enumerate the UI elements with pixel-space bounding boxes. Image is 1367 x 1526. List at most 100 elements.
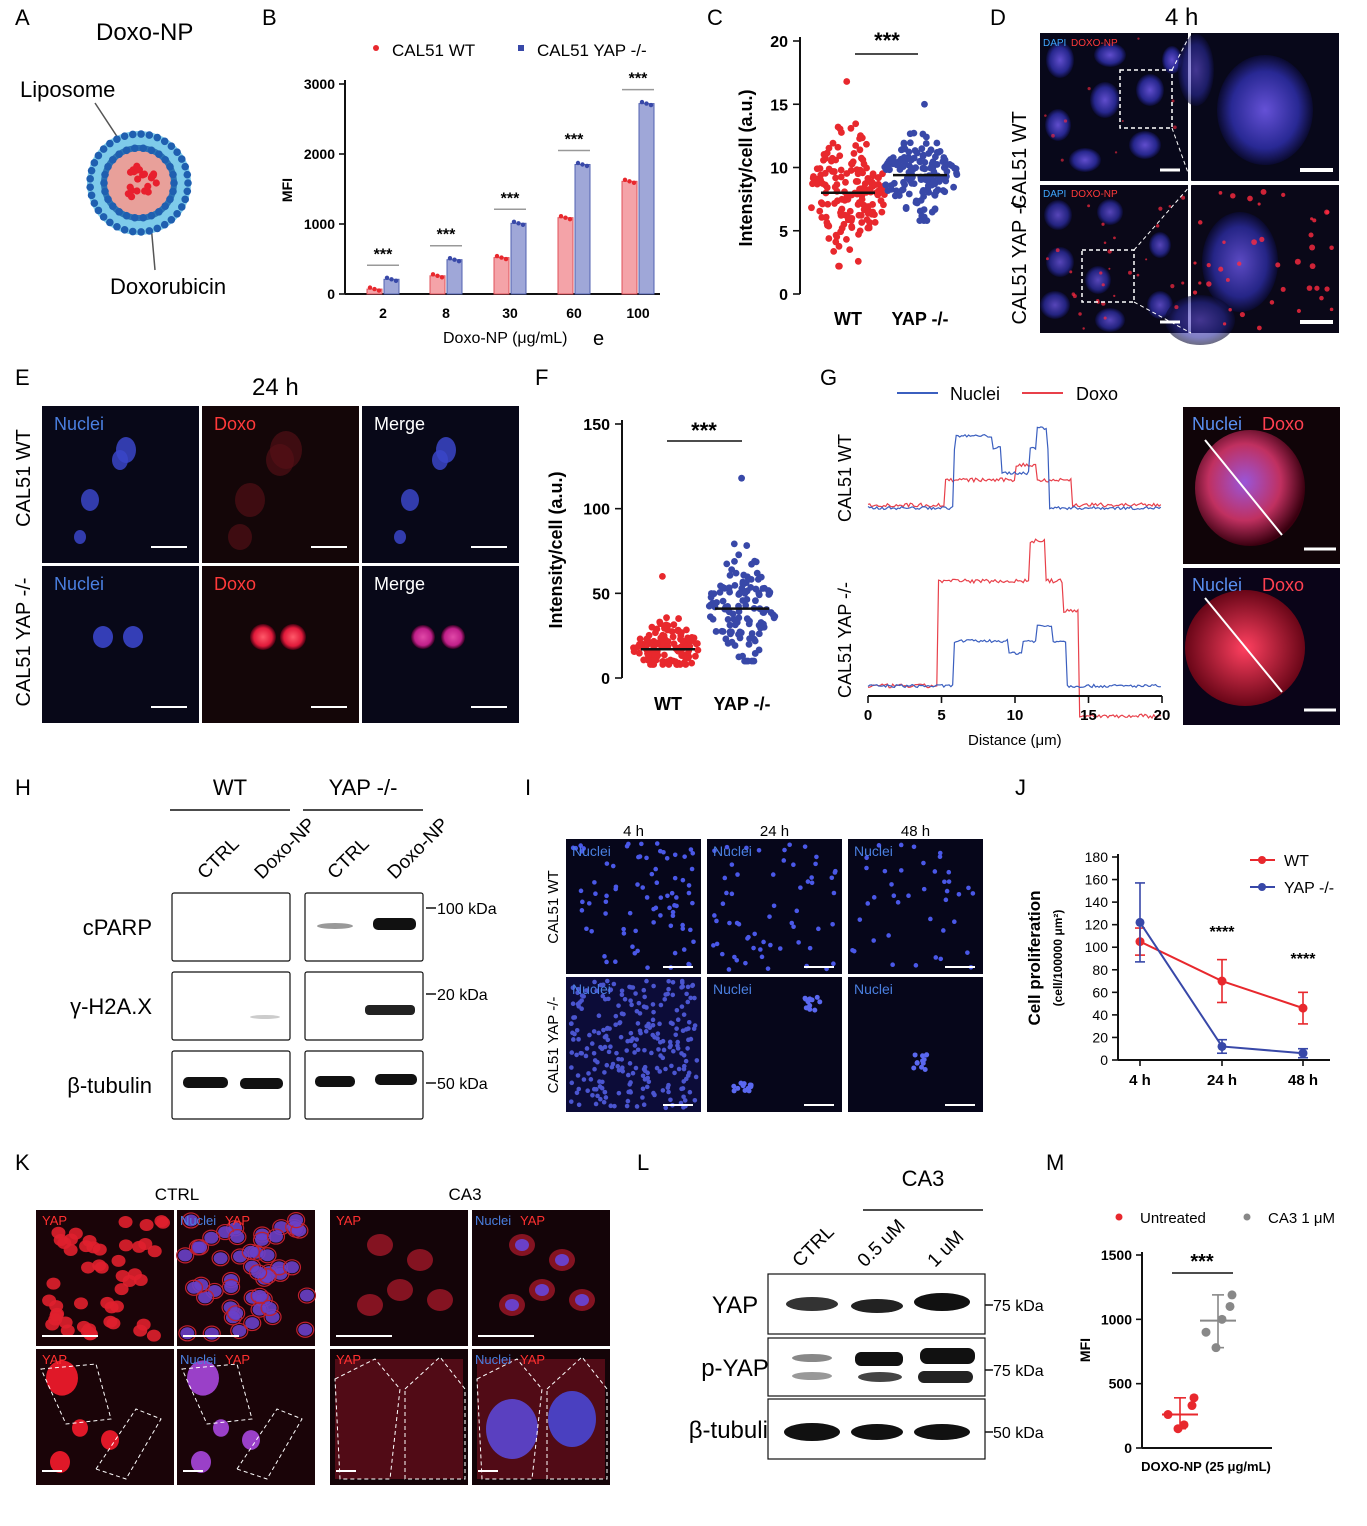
point: [730, 540, 738, 548]
m-point: [1163, 1410, 1173, 1420]
point: [769, 611, 777, 619]
m-point: [1187, 1401, 1197, 1411]
point: [750, 657, 758, 665]
i-tile-label: Nuclei: [854, 843, 893, 859]
b-bar: [638, 103, 655, 295]
h-lane-label: Doxo-NP: [384, 814, 453, 883]
m-point: [1225, 1301, 1235, 1311]
l-row-label: p-YAP: [701, 1355, 769, 1382]
panel-a-title: Doxo-NP: [96, 19, 193, 46]
point: [940, 154, 948, 161]
point: [693, 640, 701, 647]
b-significance: ***: [374, 246, 393, 263]
m-ytick: 500: [1109, 1376, 1133, 1392]
point: [678, 629, 685, 636]
point: [930, 178, 938, 186]
point: [933, 161, 941, 168]
j-ytick: 140: [1085, 894, 1109, 910]
panel-label-b: B: [262, 5, 277, 30]
b-point: [376, 288, 382, 293]
panel-g-line-profiles: Nuclei Doxo CAL51 WT CAL51 YAP -/- 0 5 10 15 20 D…: [835, 384, 1340, 749]
point: [824, 221, 831, 229]
point: [837, 173, 845, 181]
k-ctrl: CTRL: [155, 1185, 199, 1204]
l-row-label: YAP: [712, 1292, 758, 1319]
point: [735, 630, 742, 638]
point: [731, 557, 738, 565]
i-time: 24 h: [760, 823, 789, 840]
point: [912, 164, 920, 172]
point: [863, 216, 871, 223]
point: [661, 624, 668, 632]
point: [675, 615, 682, 622]
b-point: [456, 259, 462, 264]
b-point: [575, 160, 581, 166]
panel-label-e: E: [15, 365, 30, 390]
j-ytick: 60: [1092, 984, 1108, 1000]
point: [922, 133, 930, 141]
h-blot-box: [304, 892, 424, 962]
ytick: 20: [770, 34, 788, 51]
point: [731, 582, 739, 589]
l-lane-label: CTRL: [789, 1222, 839, 1272]
i-time: 48 h: [901, 823, 930, 840]
panel-label-d: D: [990, 5, 1006, 30]
point: [831, 183, 839, 191]
point: [868, 178, 876, 186]
panel-label-j: J: [1015, 775, 1026, 800]
point: [836, 152, 844, 160]
point: [726, 621, 734, 629]
b-bar: [621, 180, 638, 295]
point: [900, 139, 908, 147]
point: [745, 640, 753, 648]
point: [910, 154, 918, 162]
point: [694, 646, 702, 654]
point: [739, 597, 747, 604]
k-tile-nuclei-label: Nuclei: [180, 1352, 216, 1367]
j-ytick: 40: [1092, 1007, 1108, 1023]
b-point: [627, 179, 632, 184]
point: [659, 573, 666, 580]
ytick: 5: [779, 224, 788, 241]
point: [692, 652, 699, 660]
g-xlabel: Distance (μm): [968, 732, 1062, 749]
point: [854, 257, 862, 265]
point: [846, 207, 854, 215]
point: [736, 589, 743, 597]
point: [818, 214, 826, 221]
point: [733, 618, 741, 626]
panel-label-f: F: [535, 365, 548, 390]
i-tile-label: Nuclei: [713, 843, 752, 859]
point: [652, 629, 659, 637]
point: [927, 164, 934, 172]
point: [630, 648, 638, 656]
h-lane-label: CTRL: [194, 834, 244, 884]
ytick: 100: [583, 502, 610, 519]
point: [761, 584, 768, 592]
ytick: 0: [601, 671, 610, 688]
i-time: 4 h: [623, 823, 644, 840]
point: [747, 575, 755, 583]
i-tile-label: Nuclei: [854, 981, 893, 997]
point: [887, 156, 894, 163]
point: [821, 169, 829, 177]
point: [682, 654, 690, 662]
g-legend-doxo: Doxo: [1076, 384, 1118, 404]
m-point: [1227, 1290, 1237, 1300]
point: [920, 206, 928, 213]
b-bar: [557, 217, 574, 295]
point: [847, 167, 855, 174]
b-point: [384, 275, 390, 280]
b-point: [639, 99, 645, 105]
point: [664, 638, 672, 645]
i-row-ko: CAL51 YAP -/-: [545, 997, 562, 1094]
point: [673, 661, 681, 668]
point: [837, 166, 845, 174]
j-ytick: 100: [1085, 939, 1109, 955]
point: [884, 163, 892, 171]
k-tile-yap-label: YAP: [225, 1352, 250, 1367]
j-legend-ko: YAP -/-: [1284, 880, 1334, 897]
xtick: YAP -/-: [713, 694, 770, 714]
point: [827, 157, 835, 165]
j-ytick: 80: [1092, 962, 1108, 978]
